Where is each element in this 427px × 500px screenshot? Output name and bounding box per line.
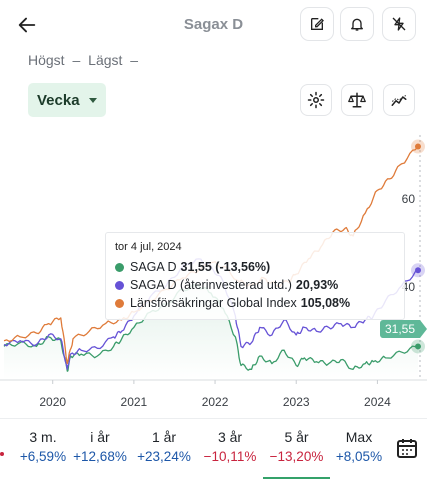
compare-button[interactable] xyxy=(341,84,373,116)
indicator-button[interactable] xyxy=(383,84,415,116)
low-value: – xyxy=(130,52,139,68)
range-change: +23,24% xyxy=(137,449,191,464)
series-area xyxy=(4,284,418,380)
range-max[interactable]: Max +8,05% xyxy=(330,429,388,464)
tooltip-series-value: 20,93% xyxy=(295,278,339,292)
scale-icon xyxy=(348,92,366,108)
x-tick-label: 2020 xyxy=(39,395,66,409)
range-label: Max xyxy=(345,429,373,445)
back-button[interactable] xyxy=(12,10,42,40)
tooltip-series-name: SAGA D xyxy=(130,260,177,274)
series-endpoint xyxy=(415,343,421,350)
notification-button[interactable] xyxy=(340,7,374,41)
x-tick-label: 2023 xyxy=(283,395,310,409)
range-label: 5 år xyxy=(284,429,309,445)
period-label: Vecka xyxy=(37,91,80,109)
time-range-bar: 3 m. +6,59% i år +12,68% 1 år +23,24% 3 … xyxy=(0,418,427,500)
edit-icon xyxy=(311,18,324,30)
chart-tooltip: tor 4 jul, 2024 SAGA D 31,55 (-13,56%) S… xyxy=(105,232,405,320)
range-label: 3 m. xyxy=(29,429,57,445)
gear-icon xyxy=(307,91,325,109)
tooltip-row: SAGA D (återinvesterad utd.) 20,93% xyxy=(115,276,395,294)
page-title: Sagax D xyxy=(183,16,244,33)
range-label: 3 år xyxy=(217,429,243,445)
scroll-edge-indicator xyxy=(0,452,4,456)
high-value: – xyxy=(72,52,81,68)
period-select[interactable]: Vecka xyxy=(28,83,106,117)
y-tick-label: 60 xyxy=(402,192,416,206)
active-range-indicator xyxy=(263,477,330,479)
low-label: Lägst xyxy=(88,52,123,68)
range-3y[interactable]: 3 år −10,11% xyxy=(198,429,262,464)
high-label: Högst xyxy=(28,52,65,68)
range-label: 1 år xyxy=(151,429,177,445)
tooltip-series-value: 31,55 (-13,56%) xyxy=(180,260,271,274)
tooltip-date: tor 4 jul, 2024 xyxy=(115,241,182,253)
top-bar: Sagax D xyxy=(0,0,427,50)
range-change: +8,05% xyxy=(335,449,383,464)
x-tick-label: 2024 xyxy=(364,395,391,409)
calendar-icon xyxy=(397,439,417,458)
trend-icon xyxy=(391,95,407,106)
flash-icon xyxy=(392,17,406,31)
series-dot-icon xyxy=(115,298,124,308)
flash-button[interactable] xyxy=(382,7,416,41)
price-badge-pointer xyxy=(420,320,427,338)
x-tick-label: 2021 xyxy=(121,395,148,409)
range-change: +12,68% xyxy=(73,449,127,464)
chevron-down-icon xyxy=(89,98,97,103)
range-change: +6,59% xyxy=(19,449,67,464)
series-endpoint xyxy=(415,143,421,150)
tooltip-row: Länsförsäkringar Global Index 105,08% xyxy=(115,294,395,312)
series-dot-icon xyxy=(115,280,124,290)
back-arrow-icon xyxy=(18,17,36,33)
bell-icon xyxy=(351,18,363,31)
tooltip-series-name: Länsförsäkringar Global Index xyxy=(130,296,297,310)
range-1y[interactable]: 1 år +23,24% xyxy=(132,429,196,464)
custom-range-button[interactable] xyxy=(394,435,420,461)
tooltip-series-value: 105,08% xyxy=(300,296,351,310)
edit-button[interactable] xyxy=(300,7,334,41)
chart-settings-button[interactable] xyxy=(300,84,332,116)
tooltip-row: SAGA D 31,55 (-13,56%) xyxy=(115,258,395,276)
tooltip-series-name: SAGA D (återinvesterad utd.) xyxy=(130,278,292,292)
range-change: −13,20% xyxy=(269,449,324,464)
range-5y[interactable]: 5 år −13,20% xyxy=(263,429,330,464)
range-3m[interactable]: 3 m. +6,59% xyxy=(14,429,72,464)
last-price-badge: 31,55 xyxy=(380,320,421,338)
series-endpoint xyxy=(415,267,421,274)
series-dot-icon xyxy=(115,262,124,272)
range-ytd[interactable]: i år +12,68% xyxy=(68,429,132,464)
high-low-row: Högst – Lägst – xyxy=(28,52,142,68)
range-change: −10,11% xyxy=(203,449,257,464)
range-label: i år xyxy=(90,429,110,445)
x-tick-label: 2022 xyxy=(202,395,229,409)
y-tick-label: 40 xyxy=(402,280,416,294)
